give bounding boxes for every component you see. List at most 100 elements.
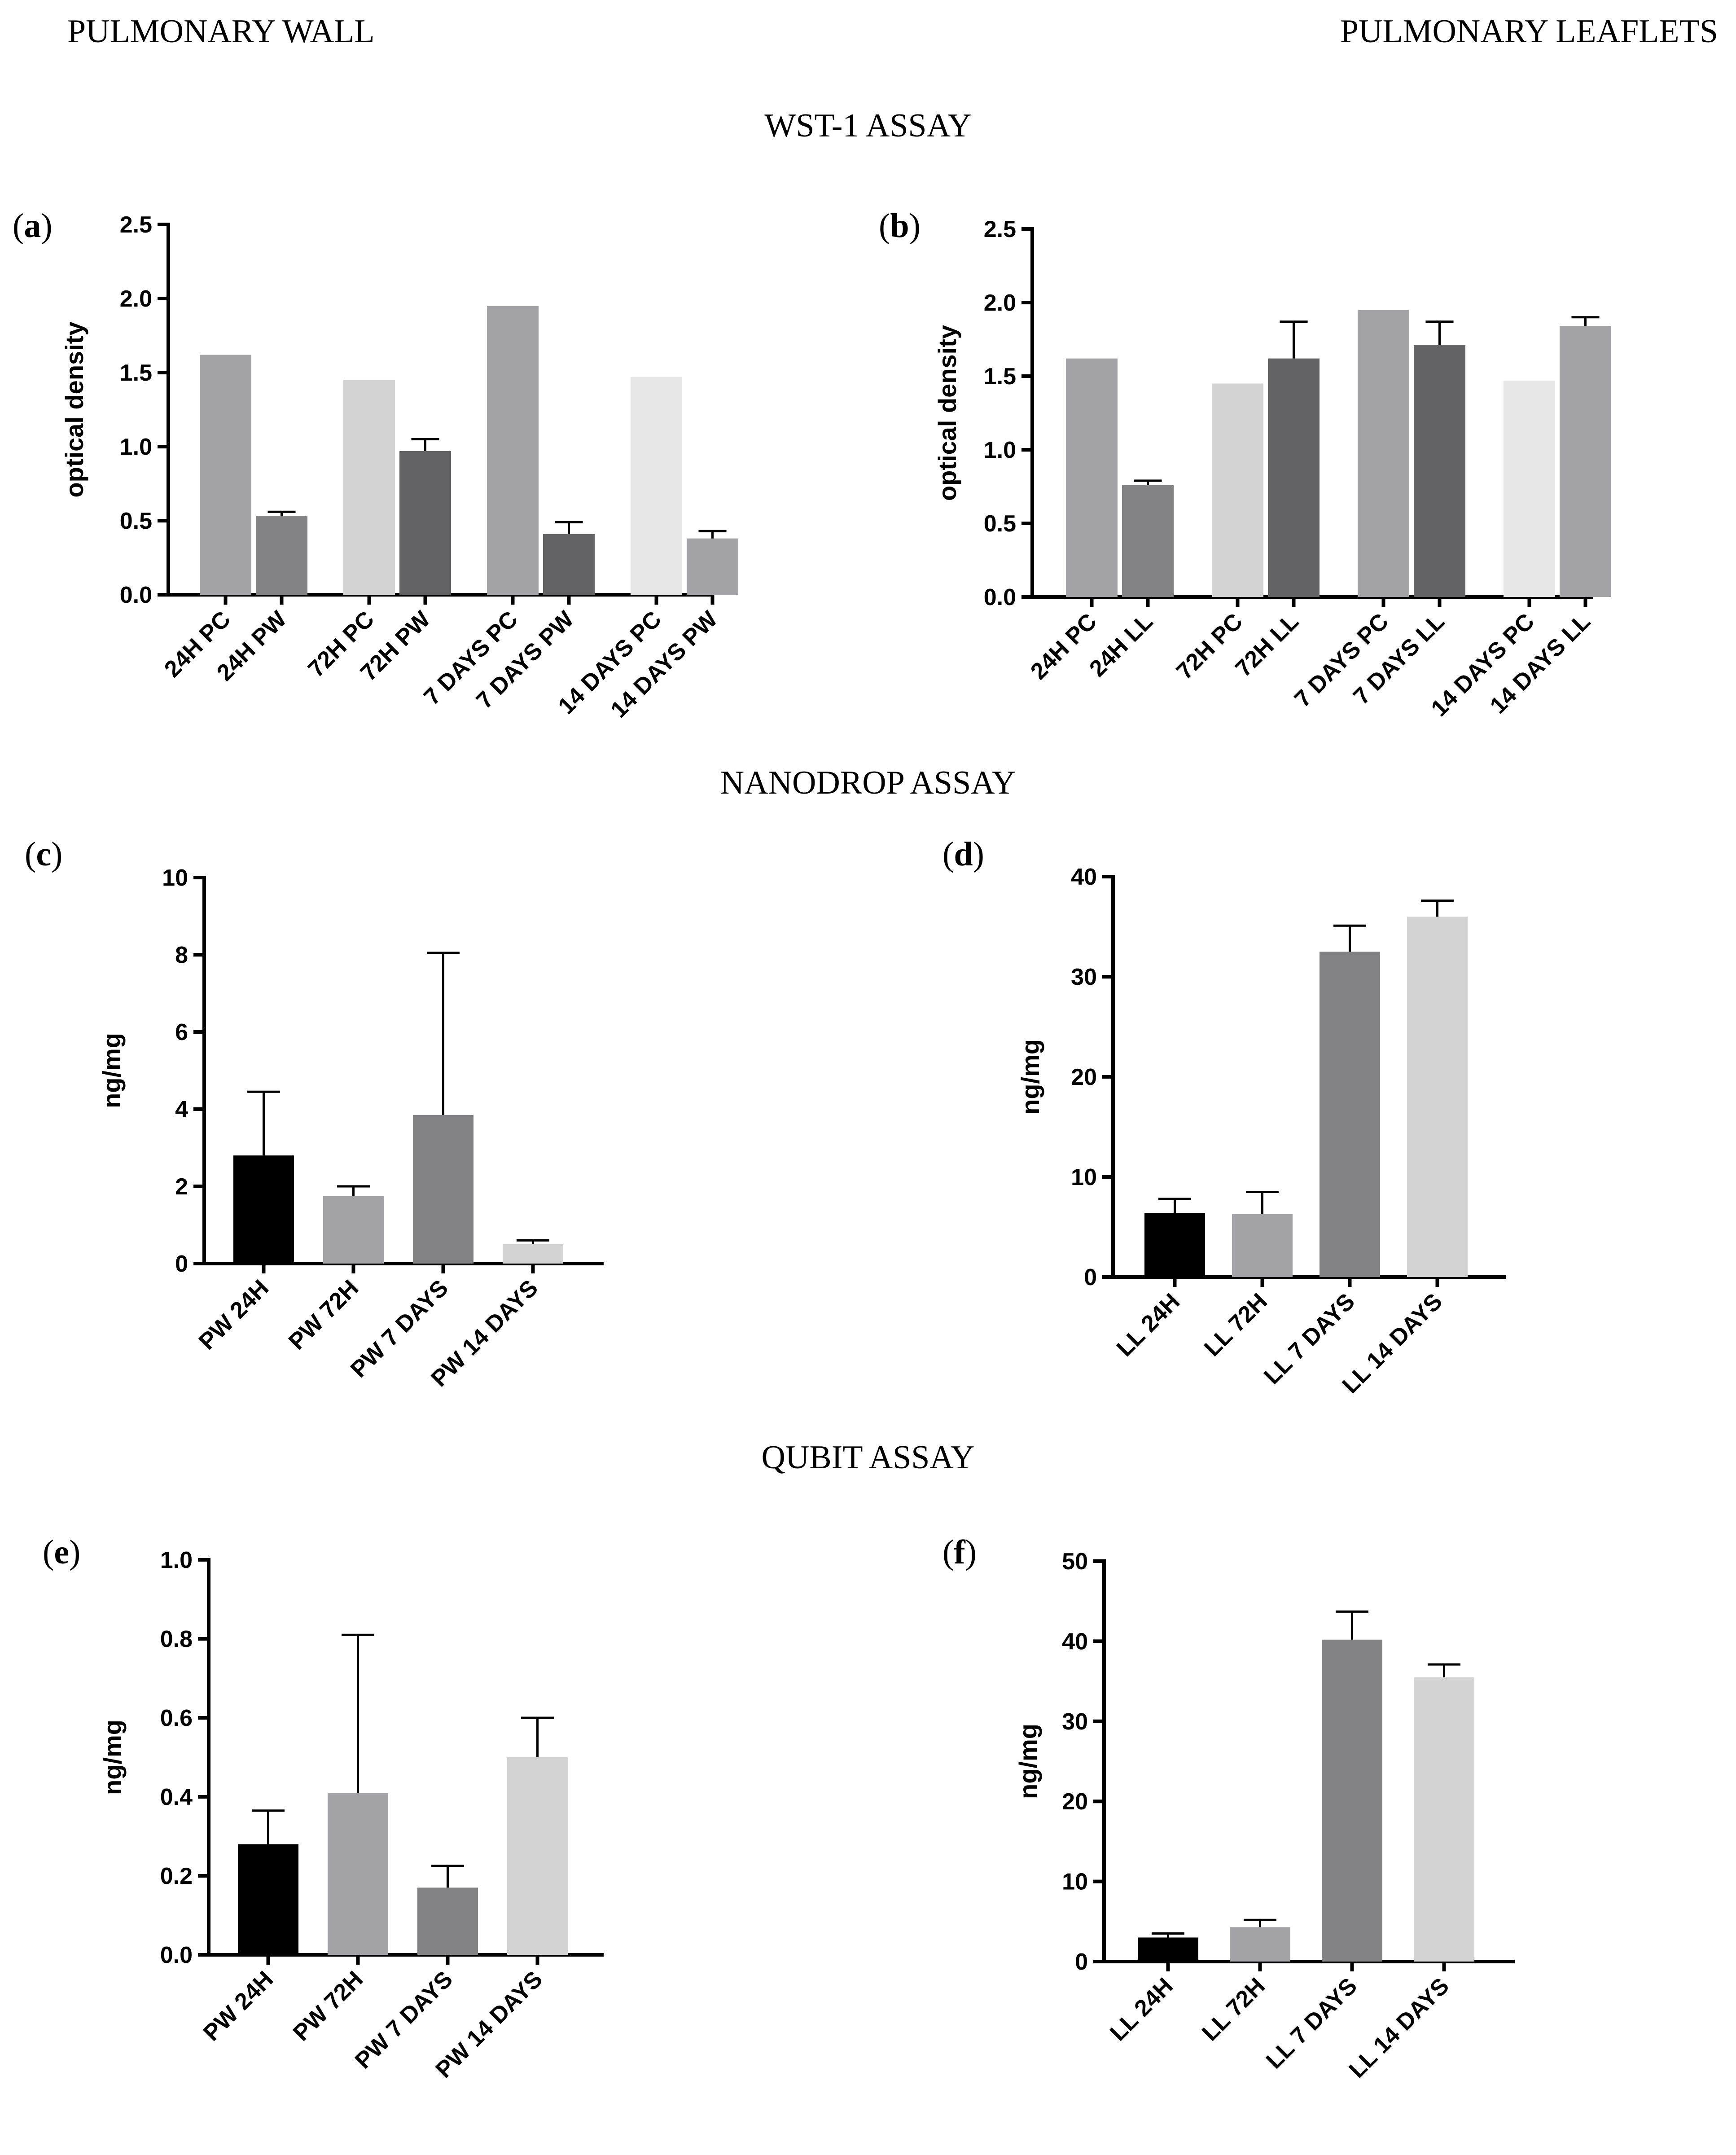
bar	[1230, 1927, 1290, 1962]
bar	[1138, 1937, 1198, 1962]
bar	[687, 538, 738, 595]
y-tick-label: 10	[162, 865, 188, 891]
error-bar	[342, 1633, 374, 1793]
header-pulmonary-wall: PULMONARY WALL	[67, 13, 375, 50]
y-tick-label: 0.4	[160, 1784, 193, 1810]
error-bar	[337, 1185, 370, 1196]
header-pulmonary-leaflets: PULMONARY LEAFLETS	[1340, 13, 1718, 50]
y-tick-label: 20	[1071, 1064, 1097, 1090]
y-axis-label: optical density	[60, 321, 88, 497]
error-bar	[555, 521, 583, 534]
panel-label-b: (b)	[879, 207, 921, 245]
bar	[200, 355, 251, 595]
x-tick-label: LL 14 DAYS	[1344, 1973, 1454, 2083]
error-bar	[431, 1865, 464, 1888]
bar	[507, 1757, 568, 1955]
error-bar	[247, 1090, 280, 1156]
panel-label-f: (f)	[943, 1533, 977, 1571]
panel-label-a: (a)	[13, 207, 53, 245]
error-bar	[1421, 900, 1454, 917]
y-axis-label: ng/mg	[97, 1033, 126, 1108]
error-bar	[1336, 1610, 1368, 1640]
error-bar	[517, 1239, 549, 1244]
y-tick-label: 0.8	[160, 1626, 193, 1652]
error-bar	[1152, 1932, 1184, 1938]
bar	[399, 451, 451, 595]
y-tick-label: 0.5	[120, 508, 152, 534]
error-bar	[698, 530, 727, 539]
bar	[1268, 358, 1320, 597]
bar	[238, 1844, 298, 1955]
y-tick-label: 2	[175, 1174, 188, 1200]
y-tick-label: 50	[1062, 1549, 1088, 1575]
section-title-wst1: WST-1 ASSAY	[764, 107, 972, 144]
y-tick-label: 2.0	[120, 286, 152, 312]
y-tick-label: 2.5	[984, 216, 1016, 242]
bar	[487, 306, 539, 595]
error-bar	[411, 438, 439, 451]
bar	[1358, 310, 1409, 597]
y-tick-label: 40	[1071, 864, 1097, 890]
y-tick-label: 1.0	[120, 434, 152, 460]
error-bar	[1244, 1918, 1276, 1927]
panel-label-e: (e)	[43, 1533, 81, 1571]
bar	[1122, 485, 1174, 597]
bar	[256, 516, 307, 595]
error-bar	[1425, 320, 1454, 346]
y-axis-label: ng/mg	[98, 1720, 127, 1795]
bar	[1212, 383, 1263, 597]
y-tick-label: 20	[1062, 1789, 1088, 1815]
bar	[233, 1155, 294, 1264]
error-bar	[1428, 1663, 1460, 1677]
x-tick-label: LL 72H	[1197, 1973, 1270, 2046]
y-tick-label: 0.5	[984, 511, 1016, 537]
bar	[631, 377, 682, 595]
bar	[343, 380, 395, 595]
y-tick-label: 30	[1071, 964, 1097, 990]
bar	[503, 1244, 563, 1264]
bar	[1320, 952, 1380, 1277]
y-tick-label: 6	[175, 1019, 188, 1045]
y-tick-label: 1.5	[984, 364, 1016, 390]
bar	[1144, 1213, 1205, 1277]
error-bar	[1280, 320, 1308, 359]
y-tick-label: 0.6	[160, 1705, 193, 1731]
error-bar	[1158, 1198, 1191, 1213]
error-bar	[267, 510, 296, 517]
error-bar	[1571, 316, 1600, 326]
bar	[328, 1793, 388, 1955]
bar	[1407, 917, 1468, 1277]
y-axis-label: ng/mg	[1016, 1039, 1044, 1115]
bar	[1414, 345, 1465, 597]
y-tick-label: 0.2	[160, 1863, 193, 1889]
bar	[1322, 1639, 1382, 1962]
y-axis-label: optical density	[933, 325, 961, 501]
y-tick-label: 30	[1062, 1709, 1088, 1735]
section-title-qubit: QUBIT ASSAY	[761, 1439, 975, 1476]
y-tick-label: 40	[1062, 1628, 1088, 1655]
y-tick-label: 0.0	[984, 584, 1016, 610]
bar	[1504, 380, 1555, 597]
y-tick-label: 2.5	[120, 212, 152, 238]
y-tick-label: 2.0	[984, 290, 1016, 316]
error-bar	[1246, 1190, 1279, 1214]
bar	[1066, 358, 1118, 597]
y-tick-label: 10	[1062, 1869, 1088, 1895]
bar	[1232, 1214, 1293, 1277]
error-bar	[1333, 924, 1366, 952]
error-bar	[1134, 479, 1162, 485]
y-tick-label: 1.0	[160, 1547, 193, 1573]
y-tick-label: 4	[175, 1097, 188, 1123]
y-tick-label: 10	[1071, 1164, 1097, 1190]
error-bar	[252, 1809, 285, 1844]
y-tick-label: 0	[1084, 1264, 1097, 1290]
y-tick-label: 0.0	[120, 582, 152, 608]
x-tick-label: LL 24H	[1105, 1973, 1178, 2046]
y-tick-label: 0	[1075, 1949, 1088, 1975]
